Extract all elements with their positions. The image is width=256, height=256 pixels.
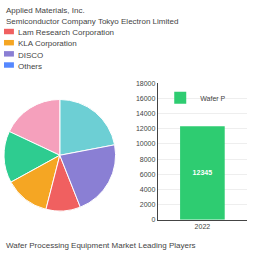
svg-text:Others: Others xyxy=(18,62,42,71)
svg-text:Wafer Processing Equipment Mar: Wafer Processing Equipment Market Leadin… xyxy=(6,241,196,250)
svg-text:2022: 2022 xyxy=(195,223,211,230)
svg-text:12345: 12345 xyxy=(193,169,213,176)
svg-text:12000: 12000 xyxy=(136,125,156,132)
svg-text:Semiconductor Company Tokyo El: Semiconductor Company Tokyo Electron Lim… xyxy=(6,17,178,26)
svg-text:Wafer P: Wafer P xyxy=(200,95,225,102)
svg-text:18000: 18000 xyxy=(136,80,156,87)
svg-text:4000: 4000 xyxy=(140,186,156,193)
svg-text:0: 0 xyxy=(151,216,155,223)
svg-text:6000: 6000 xyxy=(140,171,156,178)
svg-text:14000: 14000 xyxy=(136,110,156,117)
svg-text:Lam Research Corporation: Lam Research Corporation xyxy=(18,28,114,37)
svg-text:2000: 2000 xyxy=(140,201,156,208)
svg-text:16000: 16000 xyxy=(136,95,156,102)
svg-text:KLA Corporation: KLA Corporation xyxy=(18,39,77,48)
svg-text:DISCO: DISCO xyxy=(18,51,43,60)
svg-text:Applied Materials, Inc.: Applied Materials, Inc. xyxy=(6,6,85,15)
svg-text:10000: 10000 xyxy=(136,140,156,147)
svg-text:8000: 8000 xyxy=(140,156,156,163)
